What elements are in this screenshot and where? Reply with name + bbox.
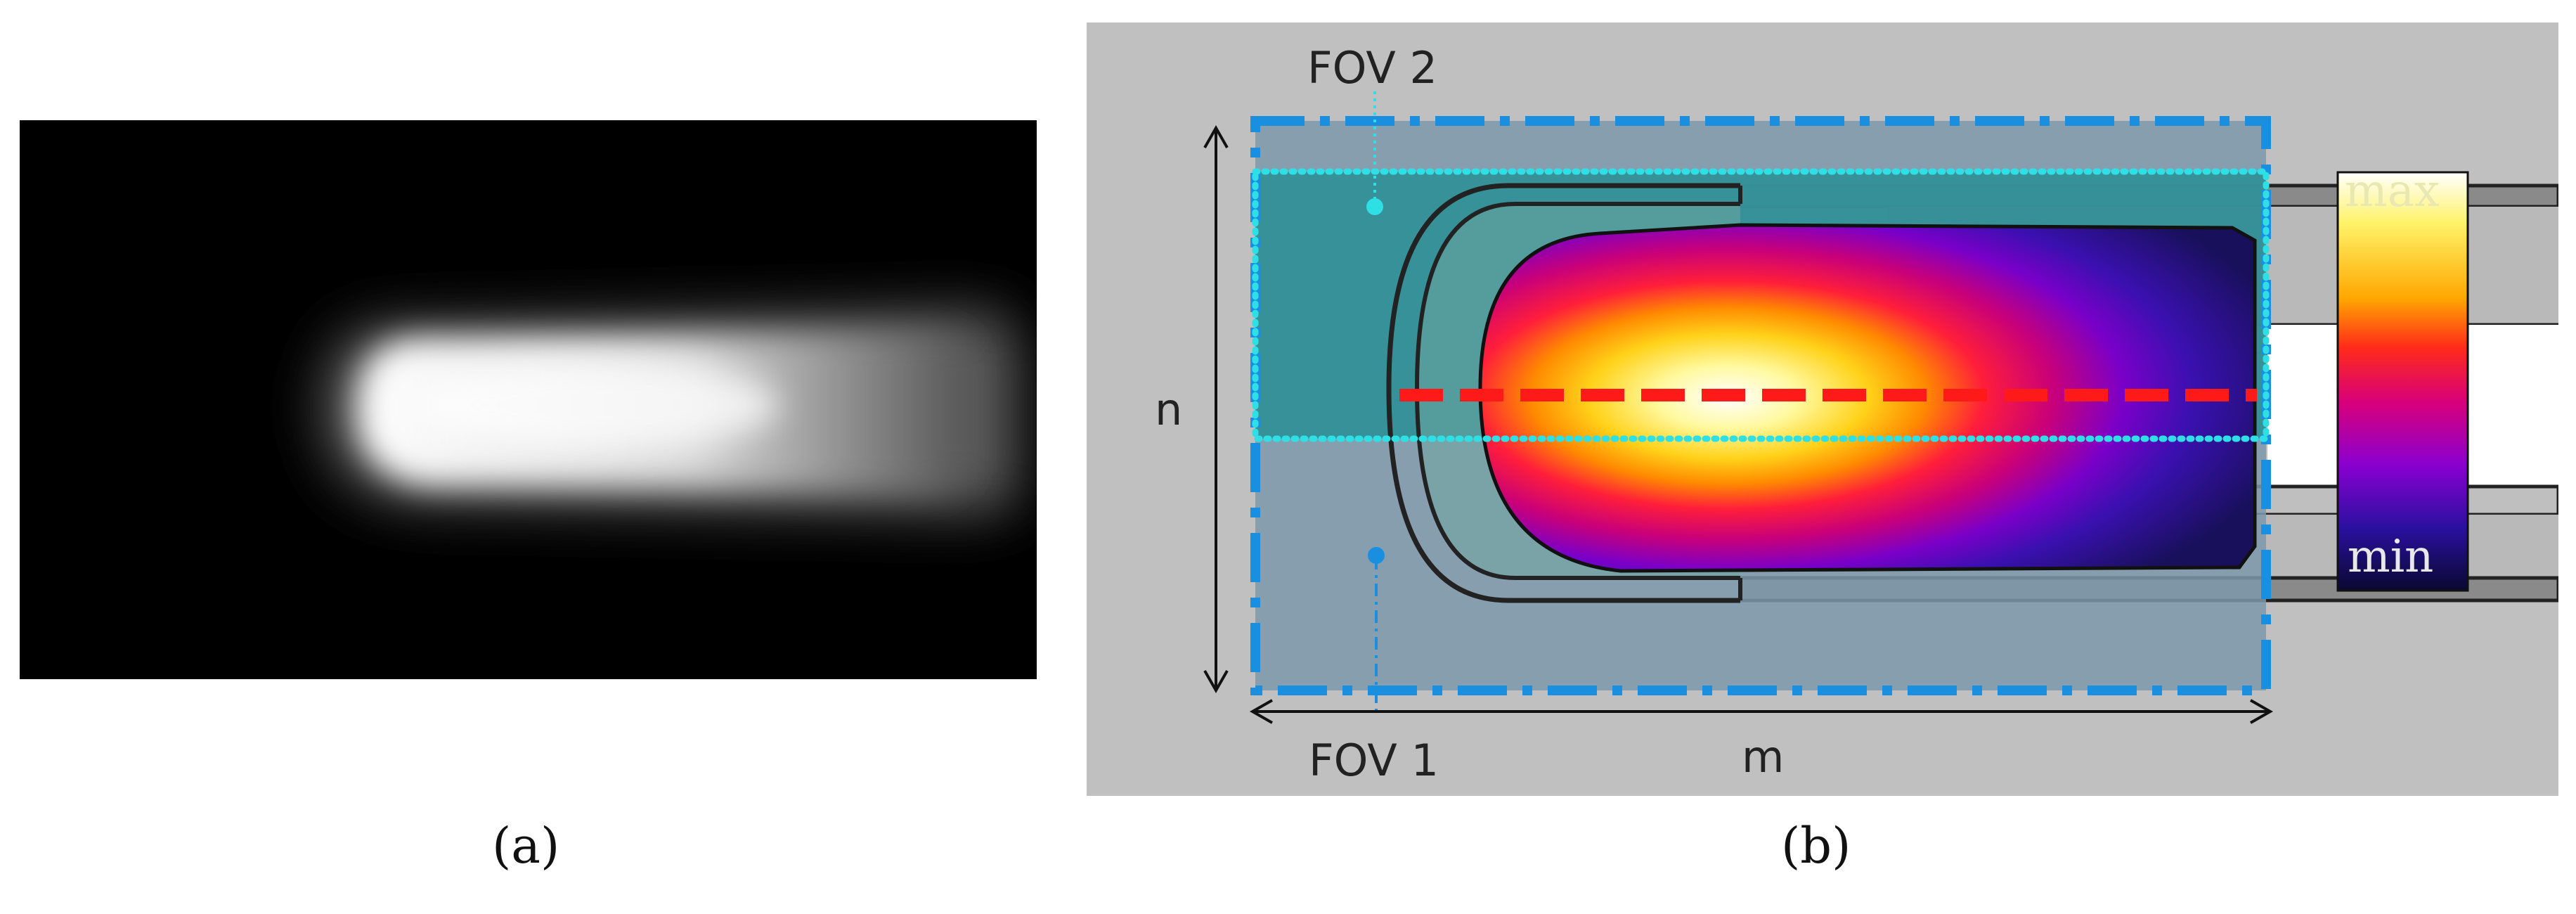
colorbar-min-label: min	[2348, 531, 2434, 583]
fov2-label: FOV 2	[1307, 42, 1437, 94]
colorbar-max-label: max	[2345, 165, 2440, 217]
overlay-graphic	[1203, 91, 2558, 724]
colorbar	[2336, 171, 2469, 592]
m-dimension-arrow	[1249, 699, 2274, 724]
n-dimension-arrow	[1203, 124, 1229, 694]
grayscale-image	[20, 120, 1037, 679]
fov1-label: FOV 1	[1309, 735, 1439, 786]
fov2-marker	[1366, 198, 1383, 215]
fov1-marker	[1368, 547, 1385, 564]
heatmap-plume	[1478, 223, 2257, 573]
caption-a: (a)	[492, 817, 560, 875]
m-label: m	[1742, 731, 1785, 783]
n-label: n	[1155, 384, 1183, 435]
caption-b: (b)	[1781, 817, 1851, 875]
grayscale-plume	[20, 120, 1037, 679]
overlay-diagram	[1087, 22, 2558, 796]
fov2-outline	[1252, 168, 2270, 442]
